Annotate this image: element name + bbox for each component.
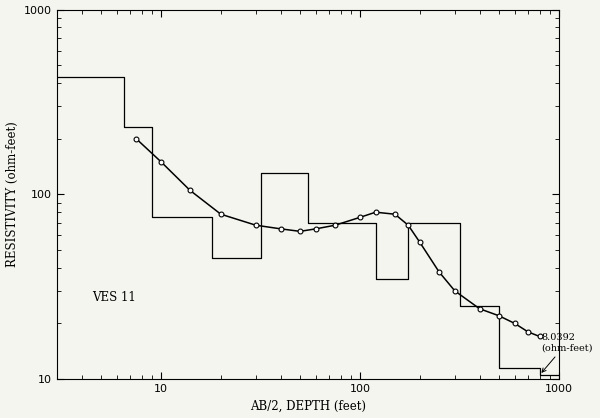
Y-axis label: RESISTIVITY (ohm-feet): RESISTIVITY (ohm-feet) [5, 121, 19, 267]
Text: 8.0392
(ohm-feet): 8.0392 (ohm-feet) [542, 333, 593, 372]
Text: VES 11: VES 11 [92, 291, 136, 304]
X-axis label: AB/2, DEPTH (feet): AB/2, DEPTH (feet) [250, 400, 366, 413]
